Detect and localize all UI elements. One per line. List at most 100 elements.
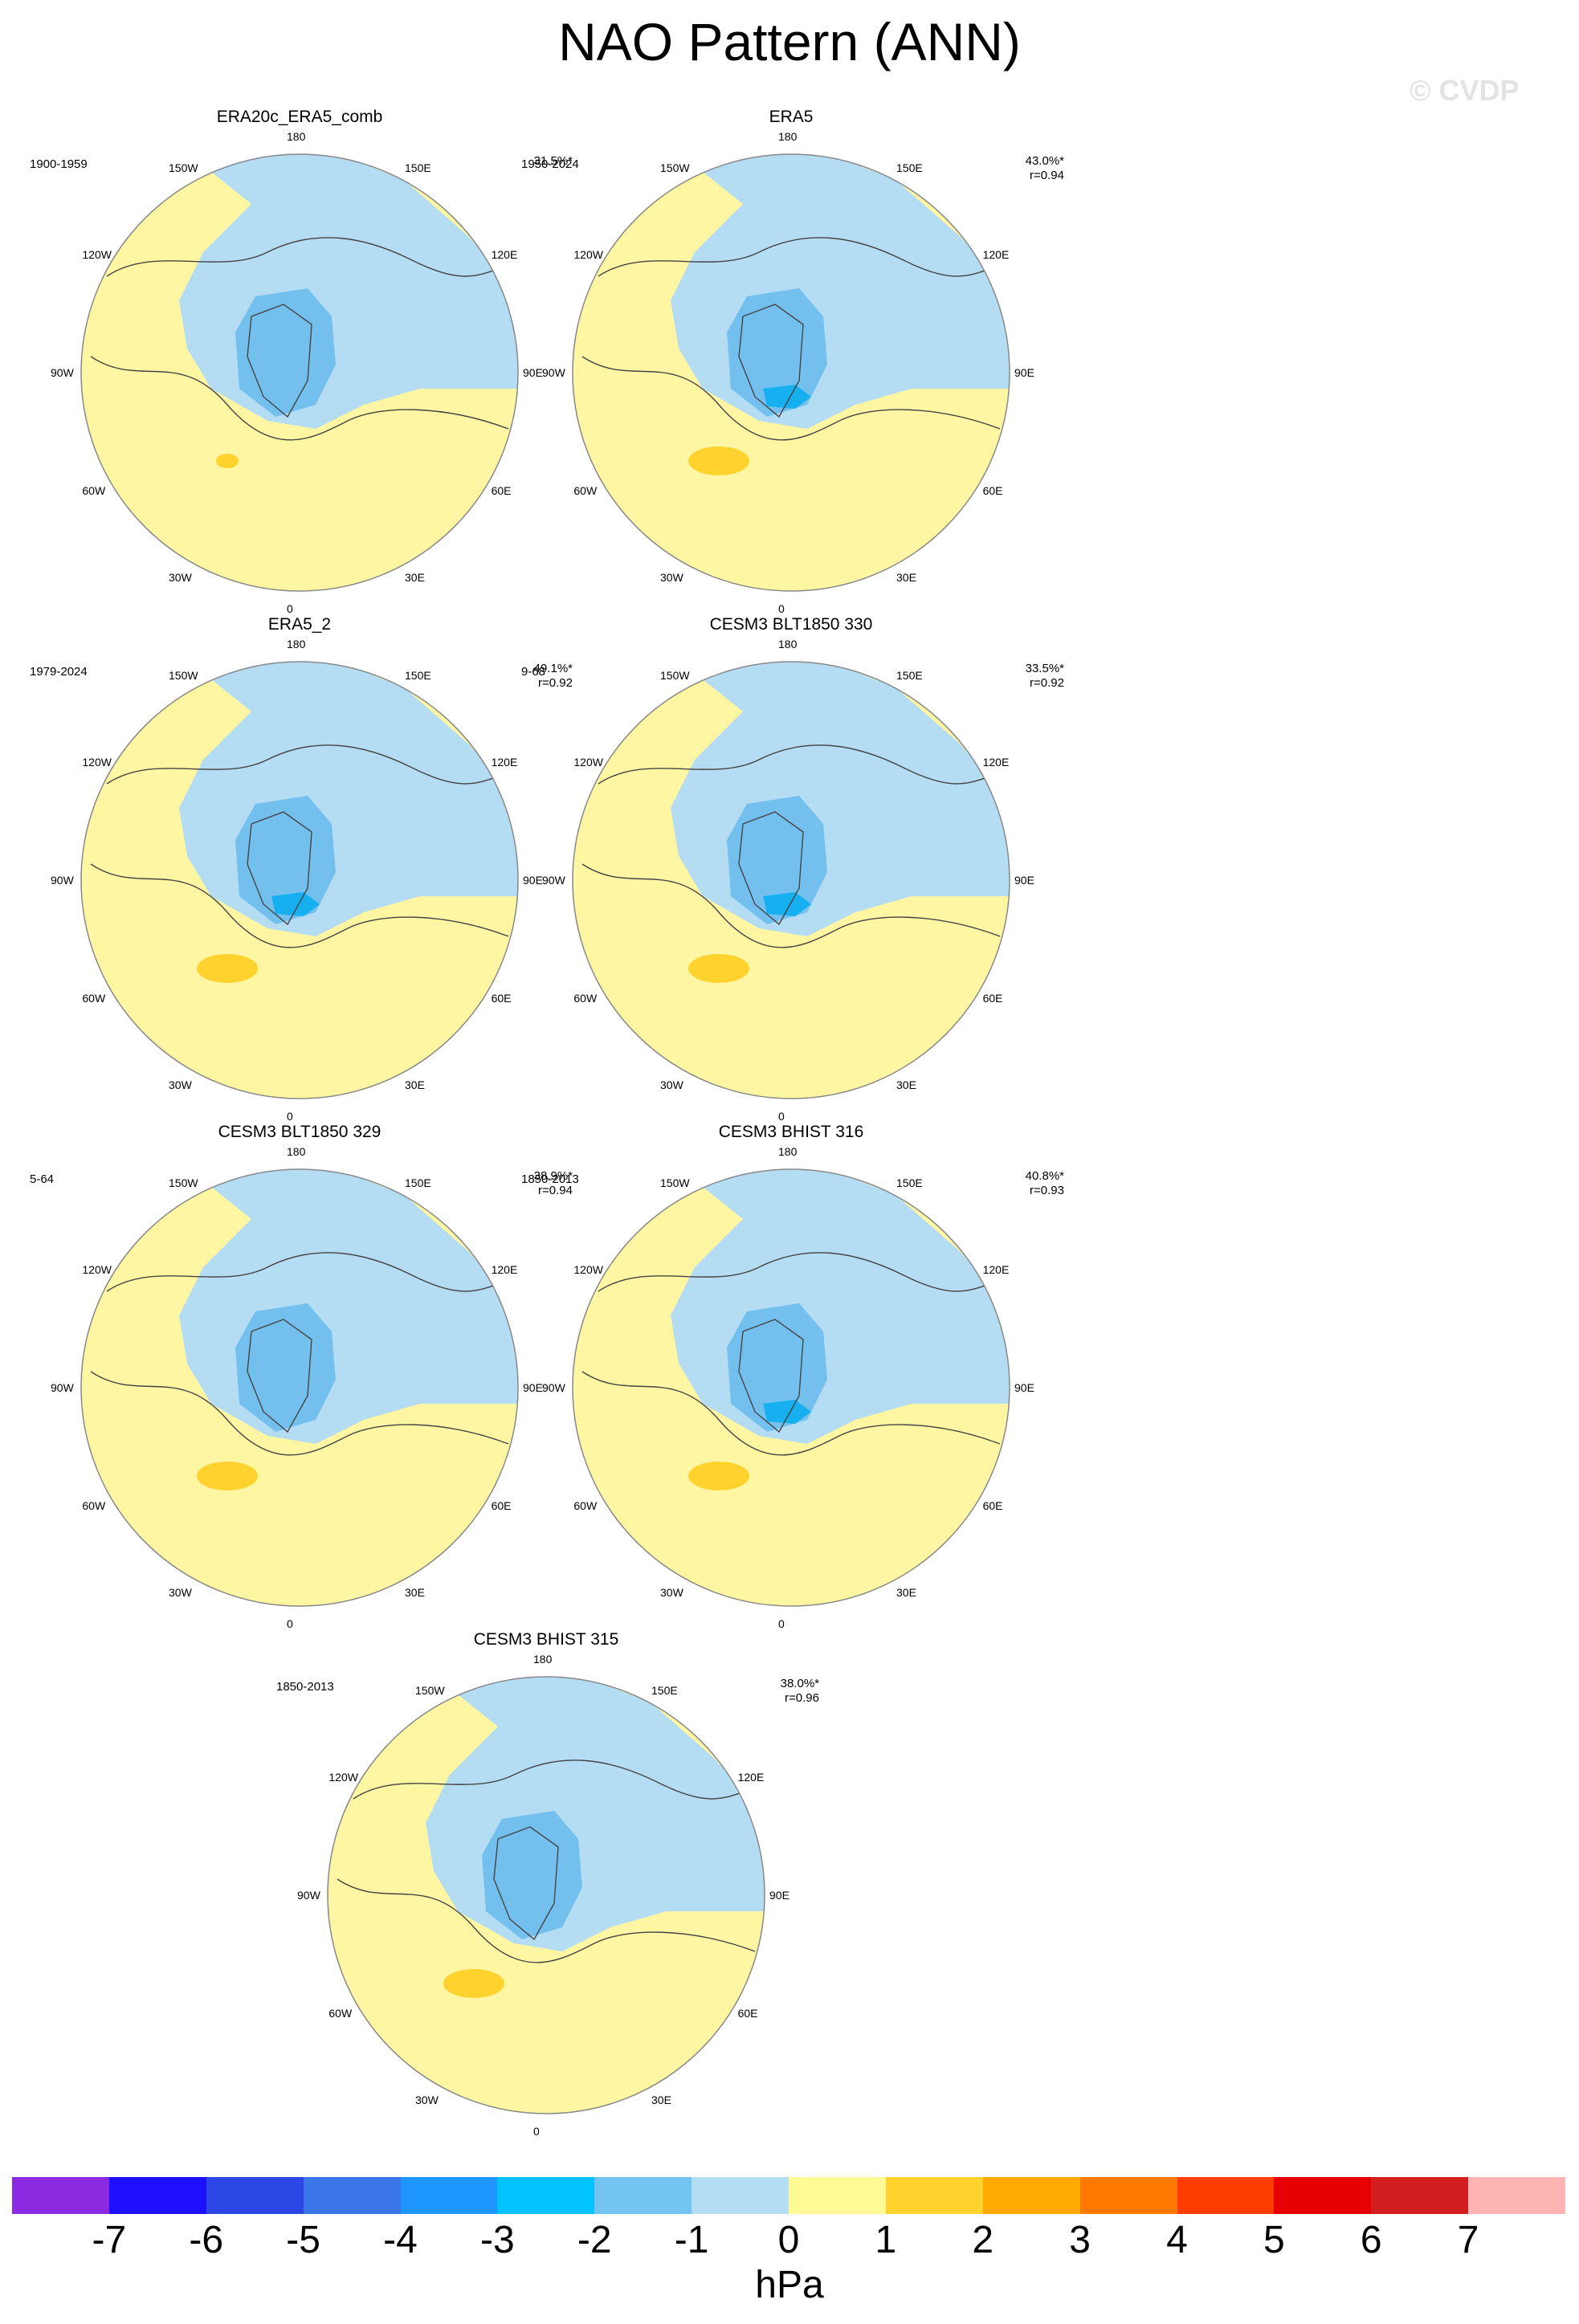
greenland-outline bbox=[247, 811, 312, 926]
panel-period: 1900-1959 bbox=[30, 157, 88, 171]
colorbar-tick-label: -2 bbox=[577, 2219, 612, 2261]
longitude-label: 150E bbox=[896, 161, 923, 175]
colorbar-swatch bbox=[206, 2177, 304, 2214]
polar-map bbox=[572, 153, 1010, 592]
map-boundary bbox=[80, 1168, 519, 1607]
longitude-label: 180 bbox=[778, 1145, 798, 1158]
panel-pct: 31.5%* bbox=[533, 154, 573, 168]
coastline bbox=[106, 744, 501, 785]
panel-title: ERA20c_ERA5_comb bbox=[216, 108, 383, 126]
polar-map bbox=[572, 1168, 1010, 1607]
panel-variance-explained: 43.0%* r=0.94 bbox=[1026, 154, 1064, 183]
colorbar-tick-label: 6 bbox=[1360, 2219, 1382, 2261]
colorbar-swatch bbox=[12, 2177, 109, 2214]
map-boundary bbox=[572, 661, 1010, 1099]
longitude-label: 90W bbox=[51, 366, 74, 379]
colorbar-swatch bbox=[789, 2177, 886, 2214]
longitude-label: 30E bbox=[405, 1078, 425, 1091]
coastline bbox=[106, 1252, 501, 1292]
longitude-label: 180 bbox=[778, 130, 798, 143]
map-panel: ERA20c_ERA5_comb 1900-1959 31.5%* 180 150E 12… bbox=[0, 108, 605, 615]
longitude-label: 150W bbox=[660, 669, 690, 683]
longitude-label: 90E bbox=[769, 1889, 790, 1902]
longitude-label: 120E bbox=[982, 248, 1010, 261]
negative-anomaly-deep bbox=[763, 385, 811, 409]
longitude-label: 120W bbox=[573, 756, 603, 769]
coastline bbox=[581, 1371, 1001, 1456]
longitude-label: 60W bbox=[82, 992, 106, 1005]
longitude-label: 0 bbox=[287, 602, 293, 615]
longitude-label: 120W bbox=[82, 1263, 112, 1276]
coastline bbox=[598, 744, 993, 785]
map-boundary bbox=[572, 1168, 1010, 1607]
panel-r: r=0.93 bbox=[1030, 1184, 1064, 1197]
longitude-label: 30E bbox=[896, 570, 916, 584]
polar-map bbox=[572, 661, 1010, 1099]
longitude-label: 150W bbox=[169, 1176, 198, 1190]
colorbar-tick-label: -6 bbox=[189, 2219, 224, 2261]
longitude-label: 180 bbox=[287, 638, 306, 650]
positive-anomaly-orange bbox=[443, 1969, 504, 1998]
longitude-label: 90E bbox=[523, 1381, 543, 1394]
panel-period: 9-68 bbox=[521, 665, 546, 679]
longitude-label: 150E bbox=[405, 1176, 431, 1190]
positive-anomaly-orange bbox=[197, 954, 258, 983]
longitude-label: 0 bbox=[778, 1110, 785, 1123]
coastline bbox=[90, 863, 509, 948]
longitude-label: 60W bbox=[82, 1499, 106, 1512]
longitude-label: 30E bbox=[896, 1585, 916, 1599]
longitude-label: 90E bbox=[1014, 366, 1034, 379]
panel-variance-explained: 33.5%* r=0.92 bbox=[1026, 662, 1064, 691]
positive-anomaly-orange bbox=[688, 954, 749, 983]
panel-title: CESM3 BHIST 316 bbox=[718, 1123, 864, 1141]
longitude-label: 120W bbox=[573, 1263, 603, 1276]
longitude-label: 90W bbox=[51, 1381, 74, 1394]
panel-pct: 40.8%* bbox=[1025, 1169, 1064, 1183]
longitude-label: 150W bbox=[660, 161, 690, 175]
panel-period: 5-64 bbox=[30, 1172, 55, 1186]
map-panel: ERA5_2 1979-2024 49.1%* r=0.92 180 150E 120E 90… bbox=[0, 615, 605, 1123]
longitude-label: 30W bbox=[415, 2093, 439, 2106]
colorbar-swatch bbox=[594, 2177, 692, 2214]
longitude-label: 0 bbox=[778, 602, 785, 615]
negative-anomaly-deep bbox=[763, 1400, 811, 1424]
negative-anomaly-deep bbox=[271, 892, 320, 916]
colorbar-tick-label: 4 bbox=[1166, 2219, 1188, 2261]
longitude-label: 90E bbox=[523, 366, 543, 379]
colorbar-swatch bbox=[1274, 2177, 1372, 2214]
longitude-label: 90E bbox=[1014, 1381, 1034, 1394]
panel-r: r=0.94 bbox=[538, 1184, 573, 1197]
longitude-label: 0 bbox=[533, 2125, 540, 2138]
longitude-label: 120W bbox=[573, 248, 603, 261]
longitude-label: 30W bbox=[660, 1078, 683, 1091]
longitude-label: 90W bbox=[297, 1889, 320, 1902]
colorbar-tick-label: 5 bbox=[1263, 2219, 1285, 2261]
longitude-label: 120W bbox=[328, 1771, 358, 1784]
panel-r: r=0.92 bbox=[1030, 676, 1064, 690]
polar-map bbox=[80, 661, 519, 1099]
colorbar bbox=[12, 2177, 1565, 2214]
map-panel: CESM3 BLT1850 329 5-64 38.9%* r=0.94 180 150E… bbox=[0, 1123, 605, 1630]
panel-variance-explained: 49.1%* r=0.92 bbox=[534, 662, 573, 691]
positive-anomaly-orange bbox=[688, 446, 749, 475]
colorbar-swatch bbox=[982, 2177, 1080, 2214]
longitude-label: 150E bbox=[896, 669, 923, 683]
panel-pct: 38.0%* bbox=[780, 1677, 819, 1690]
coastline bbox=[581, 863, 1001, 948]
longitude-label: 60W bbox=[573, 484, 598, 497]
panel-title: CESM3 BLT1850 330 bbox=[709, 615, 873, 634]
longitude-label: 150W bbox=[660, 1176, 690, 1190]
panel-r: r=0.92 bbox=[538, 676, 573, 690]
longitude-label: 120W bbox=[82, 756, 112, 769]
negative-anomaly-mid bbox=[727, 288, 827, 417]
colorbar-swatch bbox=[1468, 2177, 1565, 2214]
negative-anomaly-mid bbox=[235, 796, 336, 924]
longitude-label: 30W bbox=[169, 1585, 192, 1599]
longitude-label: 30W bbox=[660, 570, 683, 584]
panel-variance-explained: 40.8%* r=0.93 bbox=[1026, 1169, 1064, 1198]
longitude-label: 90E bbox=[1014, 874, 1034, 887]
colorbar-swatch bbox=[400, 2177, 498, 2214]
longitude-label: 150W bbox=[169, 161, 198, 175]
map-panel: CESM3 BLT1850 330 9-68 33.5%* r=0.92 180 150E… bbox=[486, 615, 1096, 1123]
colorbar-swatch bbox=[303, 2177, 401, 2214]
